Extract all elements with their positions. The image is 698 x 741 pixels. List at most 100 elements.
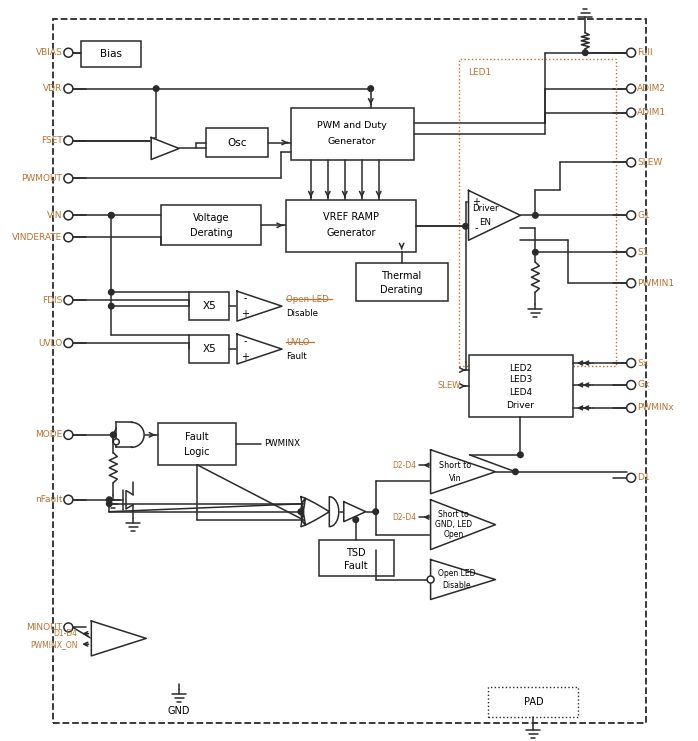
Bar (319, 539, 394, 576)
Circle shape (368, 86, 373, 91)
Text: UVLO: UVLO (286, 338, 309, 347)
Bar (161, 205, 261, 245)
Circle shape (427, 576, 434, 583)
Text: LED1: LED1 (468, 68, 492, 77)
Bar (489, 688, 578, 717)
Text: VIN: VIN (47, 211, 62, 220)
Text: G1: G1 (637, 211, 650, 220)
Polygon shape (431, 499, 496, 550)
Text: Voltage: Voltage (193, 213, 230, 223)
Bar (158, 423, 236, 465)
Polygon shape (237, 291, 282, 321)
Circle shape (627, 211, 636, 220)
Text: Fault: Fault (344, 561, 368, 571)
Text: Short to: Short to (438, 511, 468, 519)
Text: ADIM2: ADIM2 (637, 84, 666, 93)
Text: EN: EN (480, 218, 491, 227)
Circle shape (107, 497, 112, 502)
Circle shape (627, 403, 636, 413)
Bar (459, 59, 616, 366)
Text: Open LED: Open LED (286, 295, 329, 304)
Text: Generator: Generator (326, 228, 376, 239)
Text: X5: X5 (202, 301, 216, 311)
Polygon shape (344, 502, 366, 522)
Circle shape (64, 431, 73, 439)
Circle shape (110, 432, 116, 438)
Text: VBIAS: VBIAS (36, 48, 62, 57)
Circle shape (373, 509, 378, 514)
Text: FSET: FSET (40, 136, 62, 145)
Text: X5: X5 (202, 344, 216, 354)
Text: PWMOUT: PWMOUT (22, 174, 62, 183)
Text: -: - (243, 336, 247, 346)
Circle shape (113, 439, 119, 445)
Polygon shape (468, 190, 521, 240)
Polygon shape (151, 138, 179, 159)
Text: TSD: TSD (346, 548, 366, 557)
Text: Generator: Generator (327, 137, 376, 146)
Circle shape (627, 48, 636, 57)
Circle shape (627, 473, 636, 482)
Text: VINDERATE: VINDERATE (12, 233, 62, 242)
Polygon shape (431, 450, 496, 494)
Polygon shape (132, 422, 144, 448)
Circle shape (518, 452, 524, 458)
Text: Logic: Logic (184, 447, 210, 456)
Circle shape (108, 290, 114, 295)
Text: -: - (243, 293, 247, 303)
Text: Open: Open (443, 530, 463, 539)
Text: +: + (241, 309, 249, 319)
Text: +: + (241, 352, 249, 362)
Polygon shape (237, 334, 282, 364)
Text: GND: GND (168, 706, 191, 717)
Circle shape (64, 84, 73, 93)
Circle shape (64, 296, 73, 305)
Circle shape (627, 380, 636, 390)
Text: Thermal: Thermal (382, 271, 422, 281)
Text: PWMIN1: PWMIN1 (637, 279, 674, 288)
Polygon shape (91, 621, 146, 656)
Text: D1: D1 (637, 473, 650, 482)
Text: nFault: nFault (35, 495, 62, 504)
Text: Sx: Sx (637, 359, 648, 368)
Circle shape (353, 517, 359, 522)
Circle shape (64, 136, 73, 145)
Circle shape (582, 50, 588, 56)
Circle shape (512, 469, 518, 474)
Circle shape (627, 108, 636, 117)
Circle shape (463, 224, 468, 229)
Circle shape (627, 158, 636, 167)
Circle shape (107, 501, 112, 507)
Circle shape (627, 247, 636, 256)
Text: Full: Full (637, 48, 653, 57)
Text: ADIM1: ADIM1 (637, 108, 667, 117)
Circle shape (64, 339, 73, 348)
Circle shape (64, 48, 73, 57)
Circle shape (533, 213, 538, 218)
Bar (189, 292, 229, 320)
Text: LED4: LED4 (509, 388, 532, 397)
Text: Derating: Derating (380, 285, 423, 295)
Text: SLEW: SLEW (637, 158, 662, 167)
Circle shape (108, 213, 114, 218)
Text: Fault: Fault (185, 432, 209, 442)
Bar (54, 19, 646, 723)
Text: Bias: Bias (101, 49, 122, 59)
Circle shape (154, 86, 159, 91)
Text: Disable: Disable (286, 308, 318, 318)
Circle shape (627, 279, 636, 288)
Bar (82, 41, 141, 67)
Polygon shape (431, 559, 496, 599)
Bar (356, 263, 447, 301)
Circle shape (64, 211, 73, 220)
Text: Vin: Vin (449, 473, 461, 483)
Text: SLEW: SLEW (437, 382, 461, 391)
Circle shape (298, 509, 304, 514)
Circle shape (64, 495, 73, 504)
Bar (291, 107, 414, 161)
Text: -: - (475, 223, 478, 233)
Text: Osc: Osc (228, 138, 247, 147)
Text: Derating: Derating (190, 228, 232, 239)
Circle shape (108, 213, 114, 218)
Circle shape (533, 250, 538, 255)
